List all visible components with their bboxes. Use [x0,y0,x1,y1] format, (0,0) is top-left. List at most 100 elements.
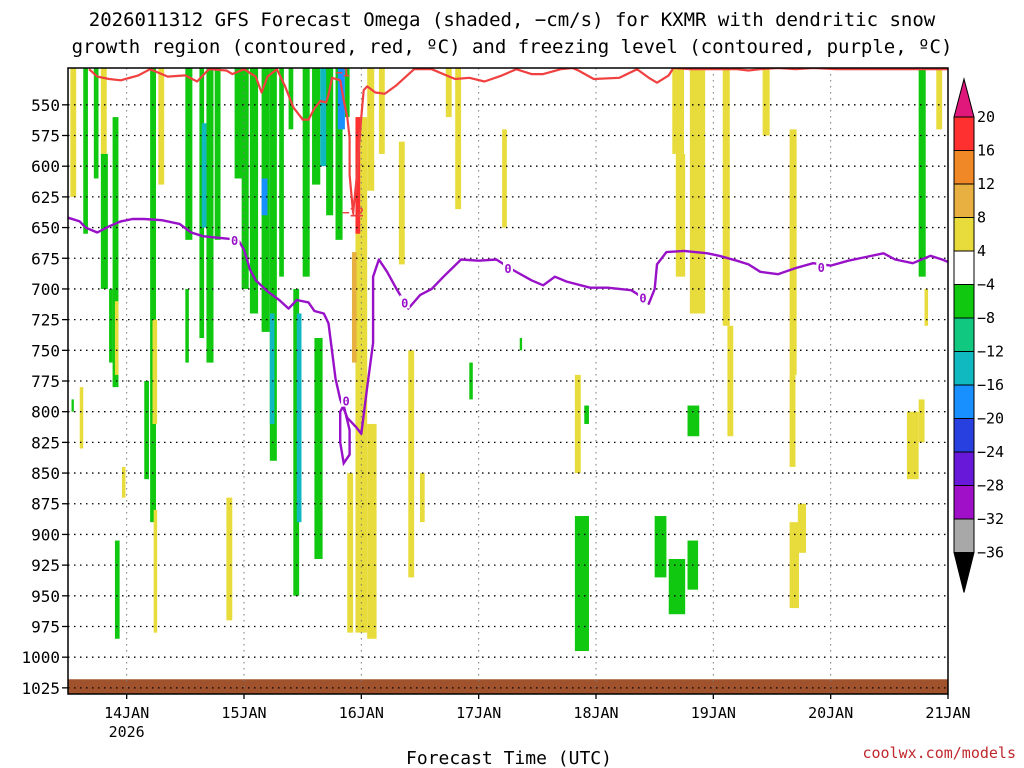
omega-cell [320,68,328,167]
omega-cell [502,129,507,228]
credit-text: coolwx.com/models [862,744,1016,762]
freezing-level-label: 0 [818,261,825,275]
colorbar-label: −16 [977,376,1004,394]
omega-cell [367,423,377,639]
colorbar-swatch [953,183,975,218]
omega-cell [269,68,277,461]
omega-cell [519,338,523,351]
plot-area: −12 −1 0 0 0 0 0 0 [67,67,949,695]
omega-cell [722,68,730,326]
omega-cell [445,68,452,118]
omega-cell [918,399,925,443]
omega-cell [574,374,581,474]
omega-cell [93,68,99,179]
freezing-label-bg [229,232,240,246]
omega-cell [121,466,126,498]
x-tick-label: 16JAN [339,704,384,722]
omega-cell [241,68,249,289]
omega-cell [687,405,700,437]
y-axis: 550 575 600 625 650 675 700 725 750 775 800 825 850 8… [21,96,68,698]
freezing-label-bg [816,259,827,273]
omega-cell [158,68,165,185]
plot-inner: −12 −1 0 0 0 0 0 0 [68,68,948,694]
omega-cell [100,153,108,289]
x-tick-label: 14JAN [104,704,149,722]
freezing-level-label: 0 [504,262,511,276]
omega-cell [455,68,462,210]
omega-cell [727,325,734,437]
omega-cell [279,68,284,277]
ground-fill [68,679,948,694]
omega-cell [326,68,334,216]
colorbar-bottom-arrow [953,552,975,593]
omega-cell [114,301,119,375]
omega-cell [351,252,357,363]
colorbar-swatch [953,485,975,520]
colorbar-label: −20 [977,410,1004,428]
omega-cell [150,68,156,523]
omega-cell [71,399,74,412]
omega-cell [314,338,323,559]
y-tick-label: 750 [31,341,60,360]
omega-cell [654,516,667,578]
omega-cell [420,473,425,523]
omega-cell [398,141,405,265]
y-tick-label: 975 [31,617,60,636]
colorbar-label: 20 [977,108,995,126]
freezing-level-pocket [339,404,351,467]
colorbar-swatch [953,284,975,319]
omega-cell [668,558,686,615]
omega-cell [269,313,275,424]
omega-cell [70,68,77,197]
colorbar-label: 12 [977,175,995,193]
omega-cell [302,68,310,277]
omega-cell [924,288,929,326]
omega-cell [153,509,158,633]
omega-cell [234,68,243,179]
omega-cell [789,374,796,467]
colorbar-label: −32 [977,510,1004,528]
freezing-label-bg [399,295,410,309]
omega-cell [114,540,120,639]
dgz-contour-line [88,68,948,214]
omega-cell [797,503,807,553]
omega-cell [152,319,158,424]
omega-cell [672,68,684,154]
omega-cell [762,68,770,136]
colorbar-swatch [953,317,975,352]
colorbar-swatch [953,351,975,386]
omega-cell [201,123,207,228]
colorbar-swatch [953,217,975,252]
y-tick-label: 825 [31,433,60,452]
omega-cell [584,405,589,424]
y-tick-label: 650 [31,219,60,238]
omega-cell [261,178,268,216]
x-tick-label: 15JAN [221,704,266,722]
x-tick-label: 18JAN [573,704,618,722]
y-tick-label: 625 [31,188,60,207]
omega-cell [226,497,233,621]
colorbar-swatch [953,384,975,419]
omega-cell [296,313,302,523]
colorbar-swatch [953,116,975,151]
omega-cell [214,68,221,240]
omega-cell [347,473,354,633]
colorbar-label: −8 [977,309,995,327]
omega-cell [109,288,113,363]
colorbar-swatch [953,518,975,553]
omega-cell [574,516,589,652]
colorbar-label: −12 [977,343,1004,361]
omega-cell [249,68,259,314]
colorbar-swatch [953,451,975,486]
omega-cell [918,68,926,277]
y-tick-label: 675 [31,249,60,268]
x-tick-label: 19JAN [691,704,736,722]
omega-cell [408,350,415,578]
x-tick-sublabel: 2026 [109,723,145,741]
omega-cell [337,68,345,130]
omega-cell [79,387,84,449]
freezing-level-label: 0 [342,395,349,409]
y-tick-label: 800 [31,403,60,422]
y-tick-label: 875 [31,495,60,514]
